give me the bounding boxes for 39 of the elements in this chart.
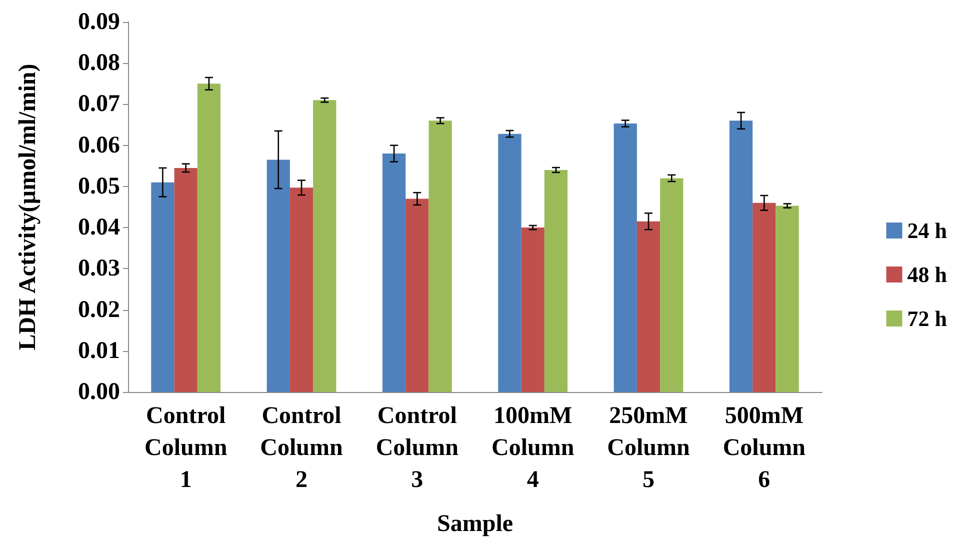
- bar: [752, 202, 776, 392]
- y-tick-label: 0.06: [78, 132, 120, 158]
- bar: [174, 168, 198, 392]
- bar: [544, 170, 568, 392]
- legend-label: 24 h: [907, 218, 948, 243]
- bar: [521, 228, 544, 392]
- x-tick-label: Control Column 3: [376, 403, 459, 493]
- y-tick-label: 0.02: [78, 296, 120, 323]
- bar: [636, 221, 660, 392]
- legend-label: 72 h: [907, 306, 948, 331]
- y-tick-label: 0.07: [78, 91, 120, 118]
- y-tick-label: 0.08: [78, 50, 120, 76]
- bar: [776, 206, 799, 392]
- bar: [151, 182, 174, 392]
- y-tick-label: 0.04: [78, 214, 120, 241]
- bar: [428, 120, 452, 392]
- bar: [729, 120, 753, 392]
- legend-label: 48 h: [907, 262, 948, 287]
- bar: [498, 134, 522, 392]
- bar: [313, 100, 336, 392]
- x-tick-label: Control Column 2: [260, 403, 343, 493]
- bar: [266, 160, 290, 392]
- x-tick-label: 100mM Column 4: [491, 403, 574, 493]
- bar: [382, 154, 406, 392]
- bar: [290, 188, 314, 392]
- x-tick-label: 500mM Column 6: [722, 403, 806, 493]
- bar: [614, 124, 637, 392]
- bar: [197, 84, 221, 392]
- bar: [660, 178, 684, 392]
- y-tick-label: 0.03: [78, 256, 120, 282]
- x-tick-label: 250mM Column 5: [607, 403, 690, 493]
- y-tick-label: 0.00: [78, 379, 120, 405]
- y-tick-label: 0.01: [78, 338, 120, 364]
- y-tick-label: 0.05: [78, 173, 120, 200]
- y-tick-label: 0.09: [78, 9, 120, 35]
- y-axis-title: LDH Activity(µmol/ml/min): [15, 64, 41, 350]
- x-axis-title: Sample: [436, 511, 514, 537]
- x-tick-label: Control Column 1: [144, 403, 228, 493]
- bar: [406, 198, 429, 392]
